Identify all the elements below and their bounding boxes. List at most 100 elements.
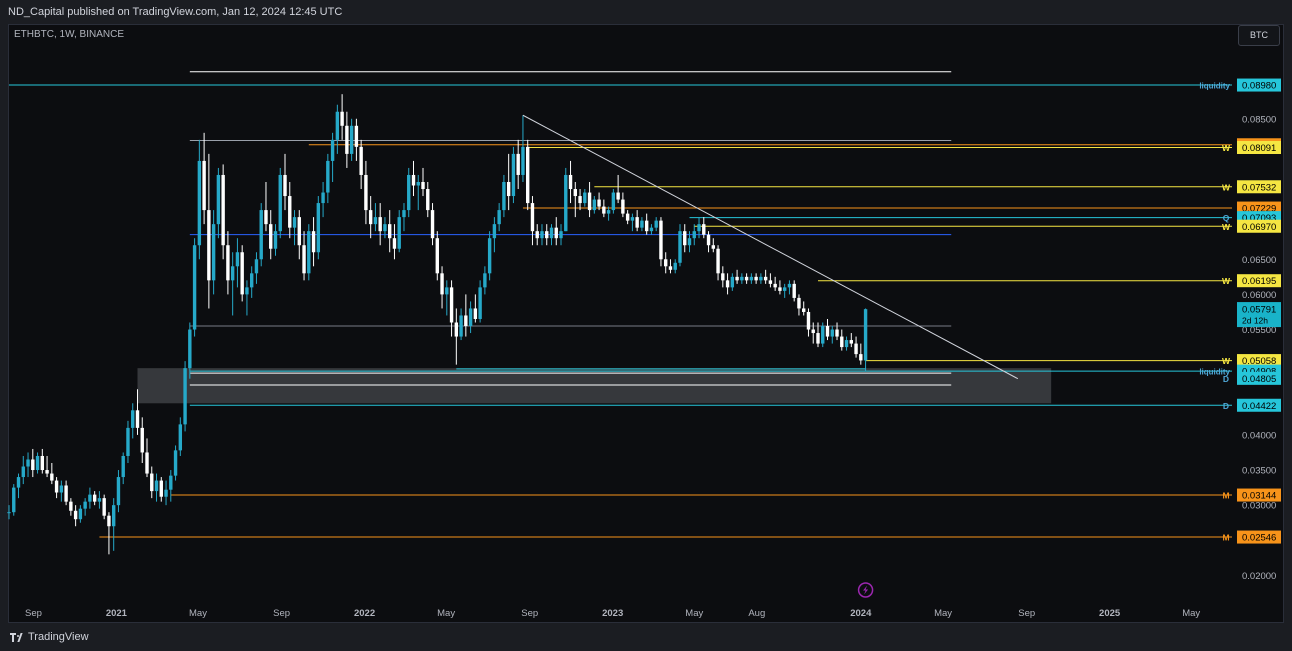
candle-body [702,224,706,235]
price-label-text: 0.07093 [1242,213,1276,224]
y-tick-label: 0.08500 [1242,114,1276,125]
candle-body [402,210,406,218]
candle-body [540,231,544,239]
candle-body [635,217,639,228]
candle-body [31,459,35,471]
level-tag: liquidity [1199,368,1230,377]
candle-body [54,480,59,493]
candle-body [506,181,511,197]
candle-body [716,248,720,274]
candle-body [26,459,30,467]
candle-body [21,466,25,478]
candle-body [640,220,644,228]
footer-bar [0,623,1292,651]
candle-body [435,238,439,274]
level-tag: W [1222,182,1231,192]
tradingview-logo-icon [10,632,24,642]
level-tag: D [1223,374,1229,384]
candle-body [649,227,654,232]
candle-body [511,153,516,197]
y-tick-label: 0.02000 [1242,571,1276,582]
candle-body [792,283,796,298]
candle-body [564,174,568,232]
candle-body [678,231,682,263]
candle-body [259,210,263,260]
candle-body [483,273,487,288]
candle-body [797,297,801,309]
price-label-text: 0.05058 [1242,356,1276,367]
x-tick-label: 2021 [106,608,128,619]
x-tick-label: 2022 [354,608,375,619]
candle-body [283,174,287,197]
candle-body [16,477,21,488]
x-tick-label: Sep [273,608,290,619]
candle-body [526,146,530,204]
candle-body [35,455,40,471]
candle-body [654,220,658,228]
currency-scale-button[interactable]: BTC [1238,25,1280,46]
candle-body [502,181,506,211]
candle-body [230,266,235,281]
level-tag: M [1222,491,1229,501]
candle-body [154,480,159,492]
candle-body [711,245,715,249]
candle-body [583,192,587,204]
price-label-text: 0.06970 [1242,222,1276,233]
publisher-bar: ND_Capital published on TradingView.com,… [0,0,1292,24]
candle-body [545,231,549,239]
candle-body [625,213,630,221]
candle-body [121,455,125,478]
candle-body [445,287,449,295]
countdown-text: 2d 12h [1242,316,1268,326]
candle-body [644,220,649,232]
price-label-text: 0.03144 [1242,491,1276,502]
candle-body [107,515,111,527]
candle-body [411,174,416,186]
candle-body [178,424,183,451]
candle-body [759,276,763,281]
candle-body [573,189,577,197]
candle-body [83,501,87,509]
candle-body [459,315,463,337]
candle-body [730,276,735,288]
candle-body [859,354,863,361]
price-label-box [1237,180,1281,194]
candle-body [78,508,83,520]
candle-body [849,340,853,344]
candle-body [302,245,306,274]
candle-body [744,276,749,281]
candle-body [697,224,701,232]
candle-body [487,238,492,274]
candle-body [721,273,725,281]
candle-body [816,333,820,344]
candle-body [192,245,197,330]
candle-body [464,315,468,327]
candle-body [45,470,49,474]
x-tick-label: Aug [748,608,765,619]
candle-body [830,329,834,337]
x-tick-label: May [437,608,455,619]
candle-body [64,485,68,502]
price-label-text: 0.07229 [1242,204,1276,215]
downtrend-line [522,114,1019,380]
candle-body [226,245,230,281]
chart-frame [8,24,1284,623]
candle-body [597,199,601,207]
tradingview-brand[interactable]: TradingView [10,631,89,643]
candle-body [326,160,330,193]
candle-body [7,512,11,514]
candle-body [668,266,673,270]
candle-body [421,181,425,190]
candle-body [554,227,558,239]
candle-body [354,125,359,147]
candle-body [368,210,373,225]
price-label-box [1237,530,1281,544]
candle-body [207,210,211,281]
candle-body [478,287,482,319]
candle-body [349,125,354,154]
candle-body [863,309,868,361]
candle-body [611,192,616,211]
candle-body [497,210,501,225]
candle-body [135,410,140,428]
